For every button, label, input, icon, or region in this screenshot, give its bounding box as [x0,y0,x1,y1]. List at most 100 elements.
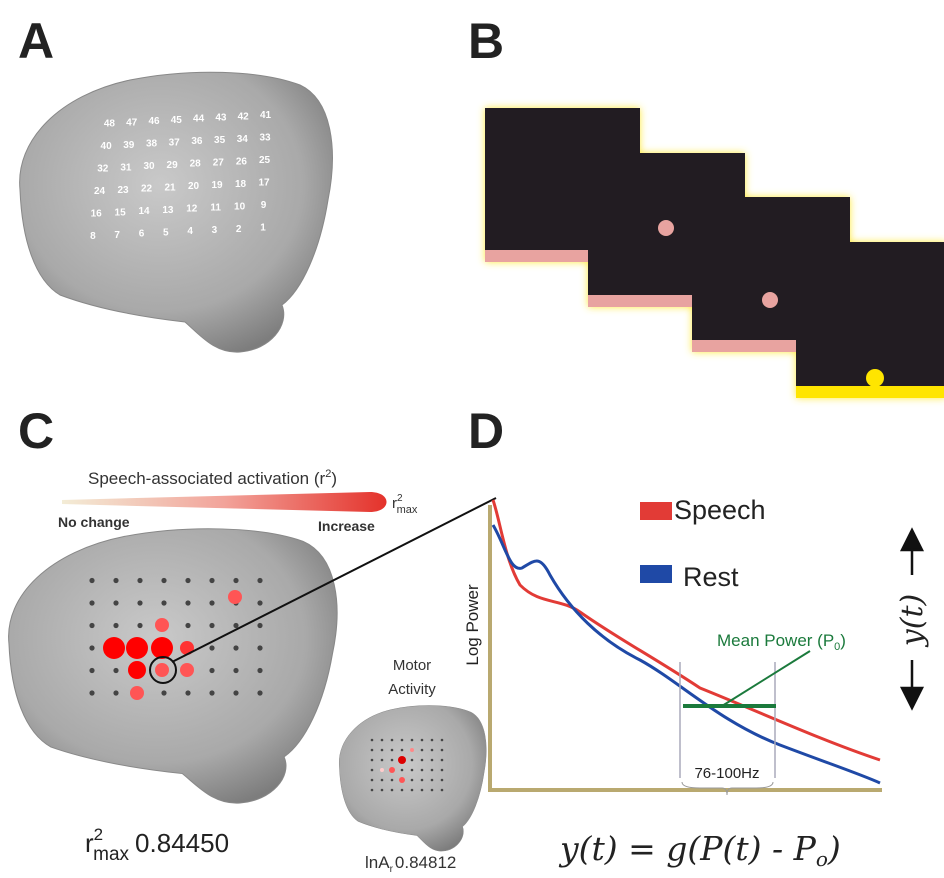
scale-title: Speech-associated activation (r2) [88,468,337,488]
electrode-dot [89,600,94,605]
brain [9,529,337,803]
electrode-dot [113,668,118,673]
electrode-dot [421,769,424,772]
active-electrode [228,590,242,604]
electrode-label: 20 [188,181,200,192]
electrode-dot [421,749,424,752]
active-electrode [126,637,148,659]
electrode-label: 47 [126,117,138,128]
electrode-label: 17 [258,178,270,189]
electrode-label: 41 [260,110,272,121]
electrode-dot [89,690,94,695]
active-electrode [180,663,194,677]
electrode-label: 34 [237,134,249,145]
electrode-dot [257,668,262,673]
electrode-dot [371,769,374,772]
text: Mean Power (P [717,631,834,650]
electrode-label: 42 [238,111,250,122]
active-electrode [155,618,169,632]
active-electrode [380,768,384,772]
active-electrode [410,748,414,752]
electrode-dot [113,690,118,695]
electrode-label: 8 [90,231,96,242]
electrode-dot [185,623,190,628]
electrode-dot [257,690,262,695]
electrode-label: 28 [190,159,202,170]
electrode-dot [401,789,404,792]
electrode-label: 16 [91,209,103,220]
text: ) [827,829,841,868]
electrode-label: 7 [114,230,120,241]
scale-max: Increase [318,518,375,534]
electrode-label: 14 [138,206,150,217]
electrode-dot [421,759,424,762]
sub: max [397,504,418,516]
active-electrode [103,637,125,659]
electrode-dot [209,578,214,583]
band-label: 76-100Hz [694,765,759,782]
electrode-dot [391,739,394,742]
electrode-dot [161,690,166,695]
electrode-dot [441,769,444,772]
electrode-dot [421,739,424,742]
electrode-dot [137,578,142,583]
value: 0.84450 [135,828,229,858]
electrode-dot [233,645,238,650]
electrode-label: 19 [211,180,223,191]
electrode-dot [431,769,434,772]
active-electrode [155,663,169,677]
electrode-dot [381,779,384,782]
panel-label: B [468,13,504,69]
active-electrode [151,637,173,659]
electrode-dot [185,578,190,583]
electrode-dot [89,623,94,628]
target [658,220,674,236]
active-electrode [130,686,144,700]
inset-title: Motor [393,657,431,674]
electrode-label: 3 [212,225,218,236]
electrode-dot [233,690,238,695]
equation: y(t) = g(P(t) - Po) [558,829,841,871]
electrode-label: 9 [261,200,267,211]
active-electrode [398,756,406,764]
text: y(t) = g(P(t) - P [558,829,817,868]
figure: A 12345678910111213141516171819202122232… [0,0,944,878]
panel-label: D [468,403,504,459]
electrode-dot [371,789,374,792]
electrode-dot [401,739,404,742]
electrode-label: 33 [259,133,271,144]
sub: o [816,847,828,871]
output-label: y(t) [895,594,930,648]
electrode-label: 36 [191,136,203,147]
body: A 12345678910111213141516171819202122232… [0,0,944,878]
electrode-label: 32 [97,164,109,175]
electrode-dot [411,769,414,772]
legend-swatch [640,565,672,583]
electrode-label: 40 [101,141,113,152]
inset-title: Activity [388,681,436,698]
electrode-label: 35 [214,135,226,146]
electrode-label: 5 [163,227,169,238]
electrode-label: 22 [141,184,153,195]
electrode-dot [431,749,434,752]
text: lnA [365,853,390,872]
electrode-dot [233,623,238,628]
electrode-label: 15 [115,207,127,218]
electrode-label: 18 [235,179,247,190]
target [762,292,778,308]
electrode-dot [431,739,434,742]
electrode-label: 6 [139,229,145,240]
legend-swatch [640,502,672,520]
electrode-dot [441,789,444,792]
target [866,369,884,387]
electrode-dot [381,789,384,792]
electrode-dot [371,759,374,762]
electrode-label: 24 [94,186,106,197]
electrode-dot [257,578,262,583]
electrode-dot [401,769,404,772]
panel-label: A [18,13,54,69]
electrode-dot [209,668,214,673]
sub: r [390,864,394,875]
electrode-dot [137,623,142,628]
electrode-dot [137,600,142,605]
